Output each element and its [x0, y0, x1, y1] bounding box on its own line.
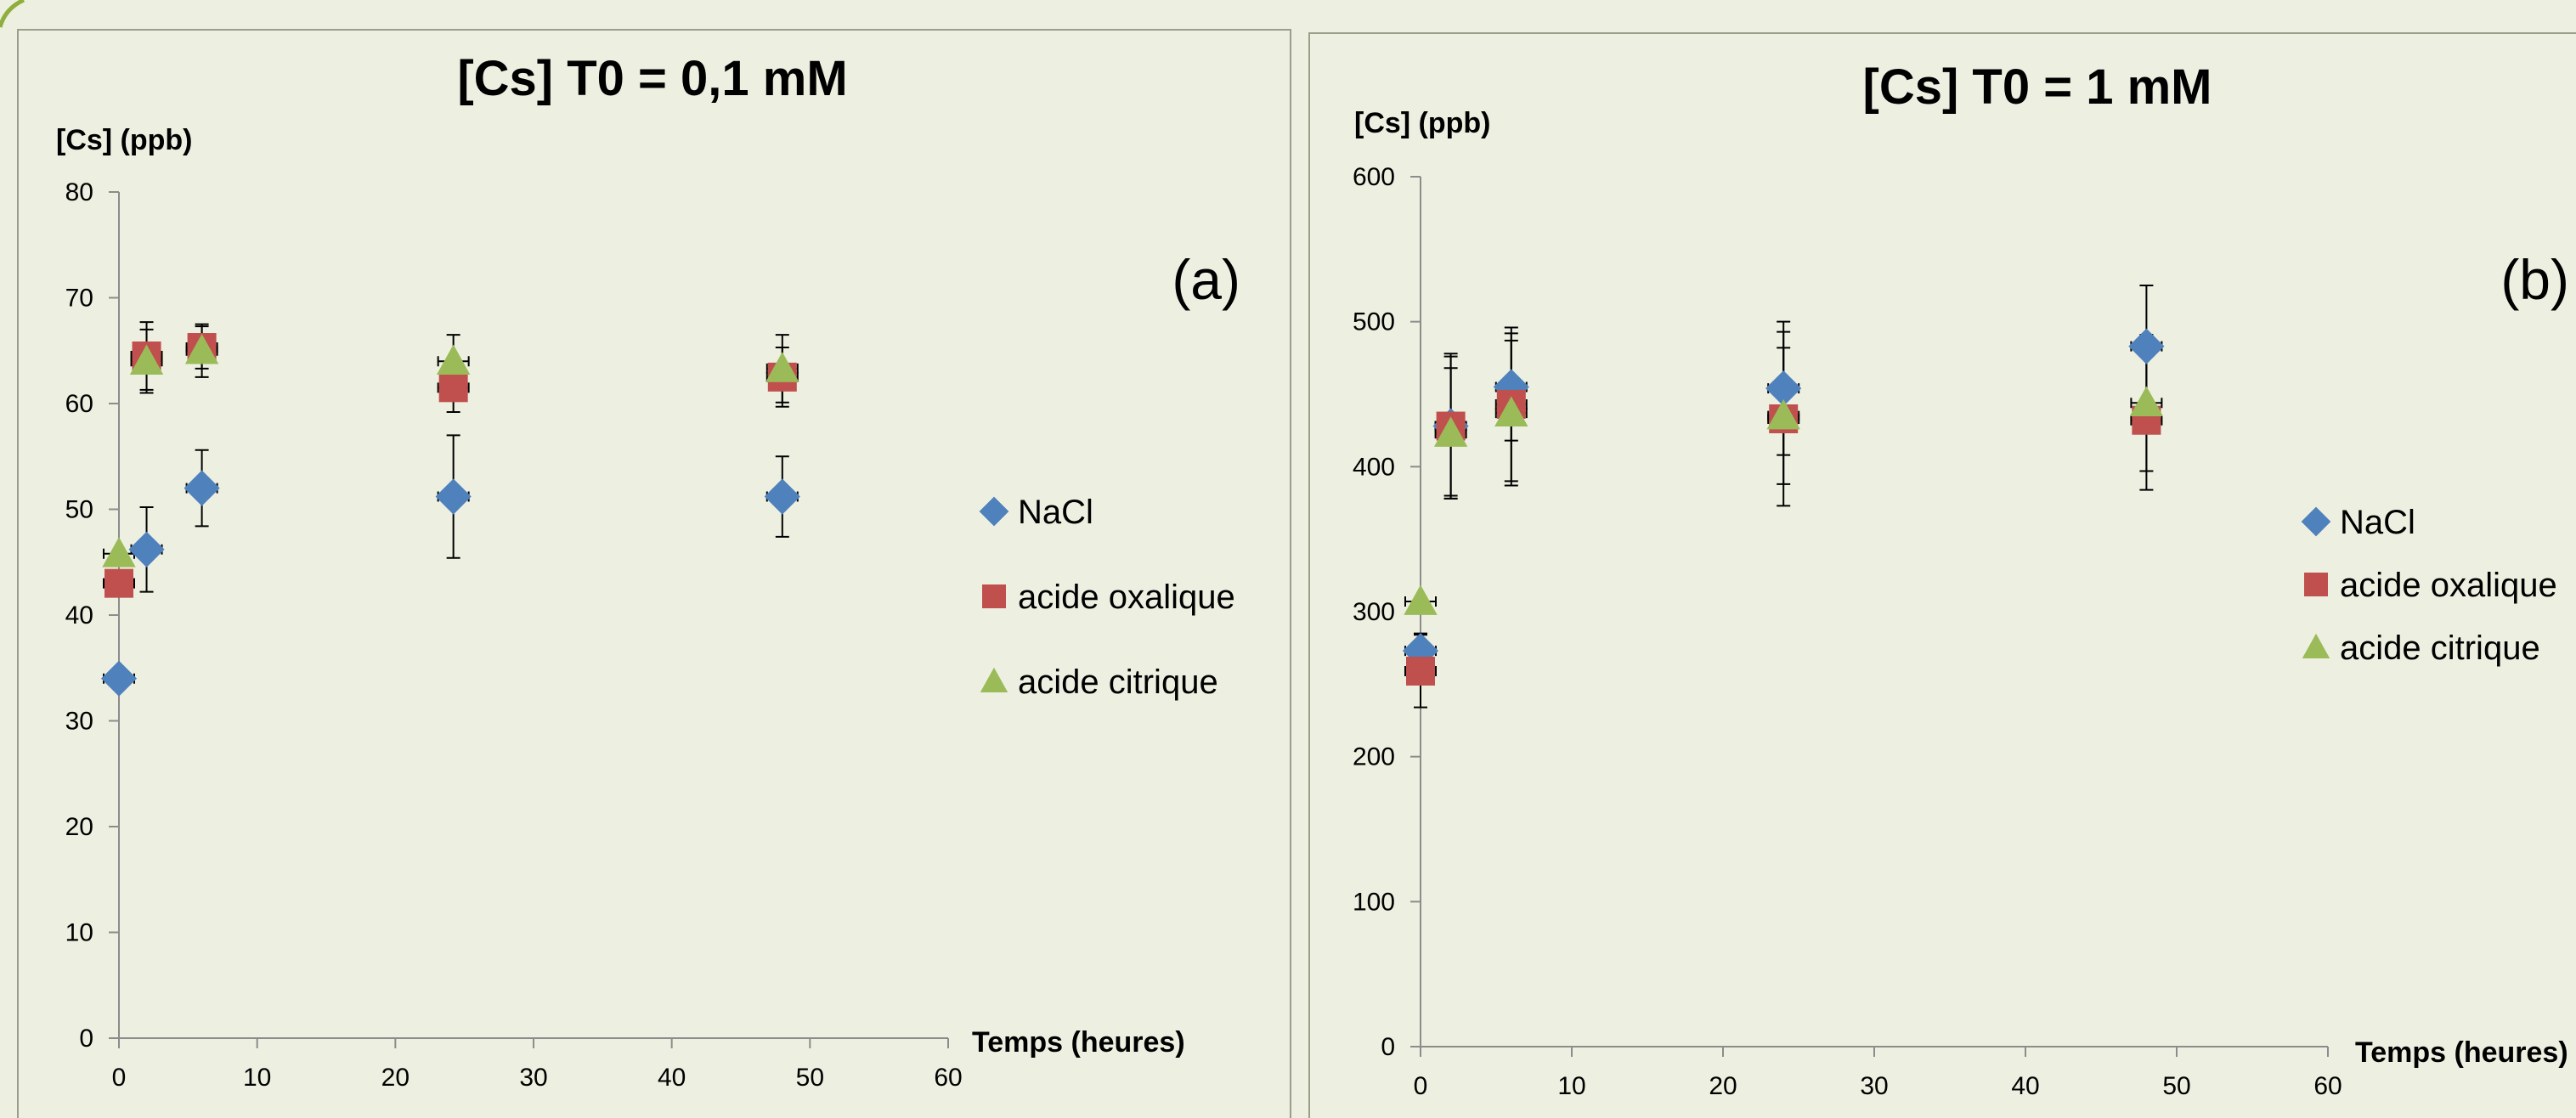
- chart-a-x-tick-label: 0: [112, 1064, 127, 1092]
- chart-a-panel-label: (a): [1172, 248, 1240, 311]
- chart-b-x-tick-label: 50: [2162, 1072, 2190, 1100]
- chart-a-point-acide-citrique: [102, 537, 136, 567]
- chart-a-ylabel: [Cs] (ppb): [56, 124, 193, 156]
- chart-a-point-acide-oxalique: [105, 568, 133, 598]
- chart-b-point-acide-citrique: [1766, 398, 1800, 430]
- chart-a-y-tick-label: 10: [65, 919, 93, 947]
- chart-b-panel-label: (b): [2500, 248, 2569, 311]
- chart-b-plot: 0 100 200 300 400 500 600 0 10 20 30 40 50 60 NaCl acid…: [1353, 163, 2557, 1100]
- chart-b-legend-marker: [2302, 633, 2330, 658]
- chart-b-x-tick-label: 60: [2313, 1072, 2342, 1100]
- chart-a-x-tick-label: 10: [243, 1064, 271, 1092]
- chart-b-point-acide-citrique: [2129, 386, 2164, 417]
- chart-a-legend-label: NaCl: [1018, 494, 1093, 531]
- chart-b-x-tick-label: 10: [1557, 1072, 1585, 1100]
- chart-b-x-tick-label: 30: [1860, 1072, 1888, 1100]
- chart-a-y-tick-label: 40: [65, 601, 93, 630]
- chart-a-point-acide-citrique: [765, 352, 799, 382]
- chart-b-point-acide-citrique: [1404, 584, 1438, 615]
- chart-b-point-NaCl: [1765, 370, 1802, 407]
- chart-a-point-NaCl: [764, 478, 800, 515]
- chart-a-legend-label: acide citrique: [1018, 663, 1218, 701]
- chart-b-y-tick-label: 400: [1353, 453, 1395, 481]
- chart-b-legend-label: NaCl: [2340, 504, 2415, 541]
- chart-a-y-tick-label: 50: [65, 496, 93, 524]
- chart-b-point-acide-citrique: [1433, 416, 1468, 447]
- chart-b-x-tick-label: 0: [1414, 1072, 1428, 1100]
- chart-b-legend-marker: [2301, 506, 2331, 537]
- chart-a-point-acide-citrique: [436, 344, 471, 375]
- chart-b-legend-label: acide citrique: [2340, 630, 2540, 667]
- chart-a-point-acide-citrique: [184, 334, 219, 364]
- chart-a-x-tick-label: 50: [796, 1064, 824, 1092]
- chart-a-xlabel: Temps (heures): [972, 1026, 1185, 1059]
- chart-a-legend-marker: [982, 584, 1006, 608]
- chart-b-point-acide-oxalique: [1406, 656, 1435, 686]
- chart-panel-a: [17, 29, 1291, 1118]
- chart-panel-b: [1308, 32, 2576, 1118]
- chart-b-legend-label: acide oxalique: [2340, 567, 2557, 604]
- chart-a-plot: 0 10 20 30 40 50 60 70 80 0 10 20 30 40 50 60 NaCl acide …: [65, 178, 1235, 1092]
- chart-a-title: [Cs] T0 = 0,1 mM: [457, 51, 847, 106]
- chart-b-ylabel: [Cs] (ppb): [1354, 107, 1491, 139]
- chart-a-y-tick-label: 70: [65, 285, 93, 313]
- chart-a-point-NaCl: [435, 478, 472, 515]
- chart-b-x-tick-label: 40: [2011, 1072, 2039, 1100]
- chart-a-y-tick-label: 60: [65, 390, 93, 418]
- chart-b-y-tick-label: 200: [1353, 743, 1395, 771]
- chart-b-y-tick-label: 0: [1381, 1033, 1395, 1061]
- chart-b-point-NaCl: [1402, 633, 1439, 669]
- chart-b-point-acide-citrique: [1494, 396, 1528, 426]
- chart-b-title: [Cs] T0 = 1 mM: [1863, 59, 2212, 115]
- chart-a-y-tick-label: 20: [65, 813, 93, 841]
- chart-a-y-tick-label: 80: [65, 178, 93, 206]
- chart-b-xlabel: Temps (heures): [2355, 1036, 2568, 1069]
- chart-a-point-NaCl: [100, 660, 138, 697]
- chart-b-y-tick-label: 100: [1353, 888, 1395, 916]
- chart-b-point-NaCl: [2128, 328, 2165, 364]
- chart-a-y-tick-label: 30: [65, 708, 93, 736]
- chart-b-y-tick-label: 600: [1353, 163, 1395, 191]
- chart-a-legend-label: acide oxalique: [1018, 579, 1235, 616]
- corner-ornament-icon: [0, 0, 25, 28]
- chart-a-point-NaCl: [184, 470, 220, 506]
- chart-b-y-tick-label: 300: [1353, 598, 1395, 626]
- chart-a-point-NaCl: [128, 531, 165, 567]
- chart-a-legend-marker: [979, 496, 1009, 527]
- chart-a-y-tick-label: 0: [79, 1025, 93, 1053]
- chart-a-x-tick-label: 40: [658, 1064, 686, 1092]
- chart-b-x-tick-label: 20: [1709, 1072, 1737, 1100]
- chart-a-x-tick-label: 30: [519, 1064, 547, 1092]
- chart-a-x-tick-label: 60: [934, 1064, 962, 1092]
- chart-a-point-acide-oxalique: [438, 373, 468, 403]
- chart-a-point-acide-citrique: [129, 344, 164, 375]
- chart-a-x-tick-label: 20: [381, 1064, 410, 1092]
- chart-a-legend-marker: [980, 667, 1008, 692]
- chart-b-y-tick-label: 500: [1353, 308, 1395, 336]
- chart-b-legend-marker: [2304, 573, 2328, 596]
